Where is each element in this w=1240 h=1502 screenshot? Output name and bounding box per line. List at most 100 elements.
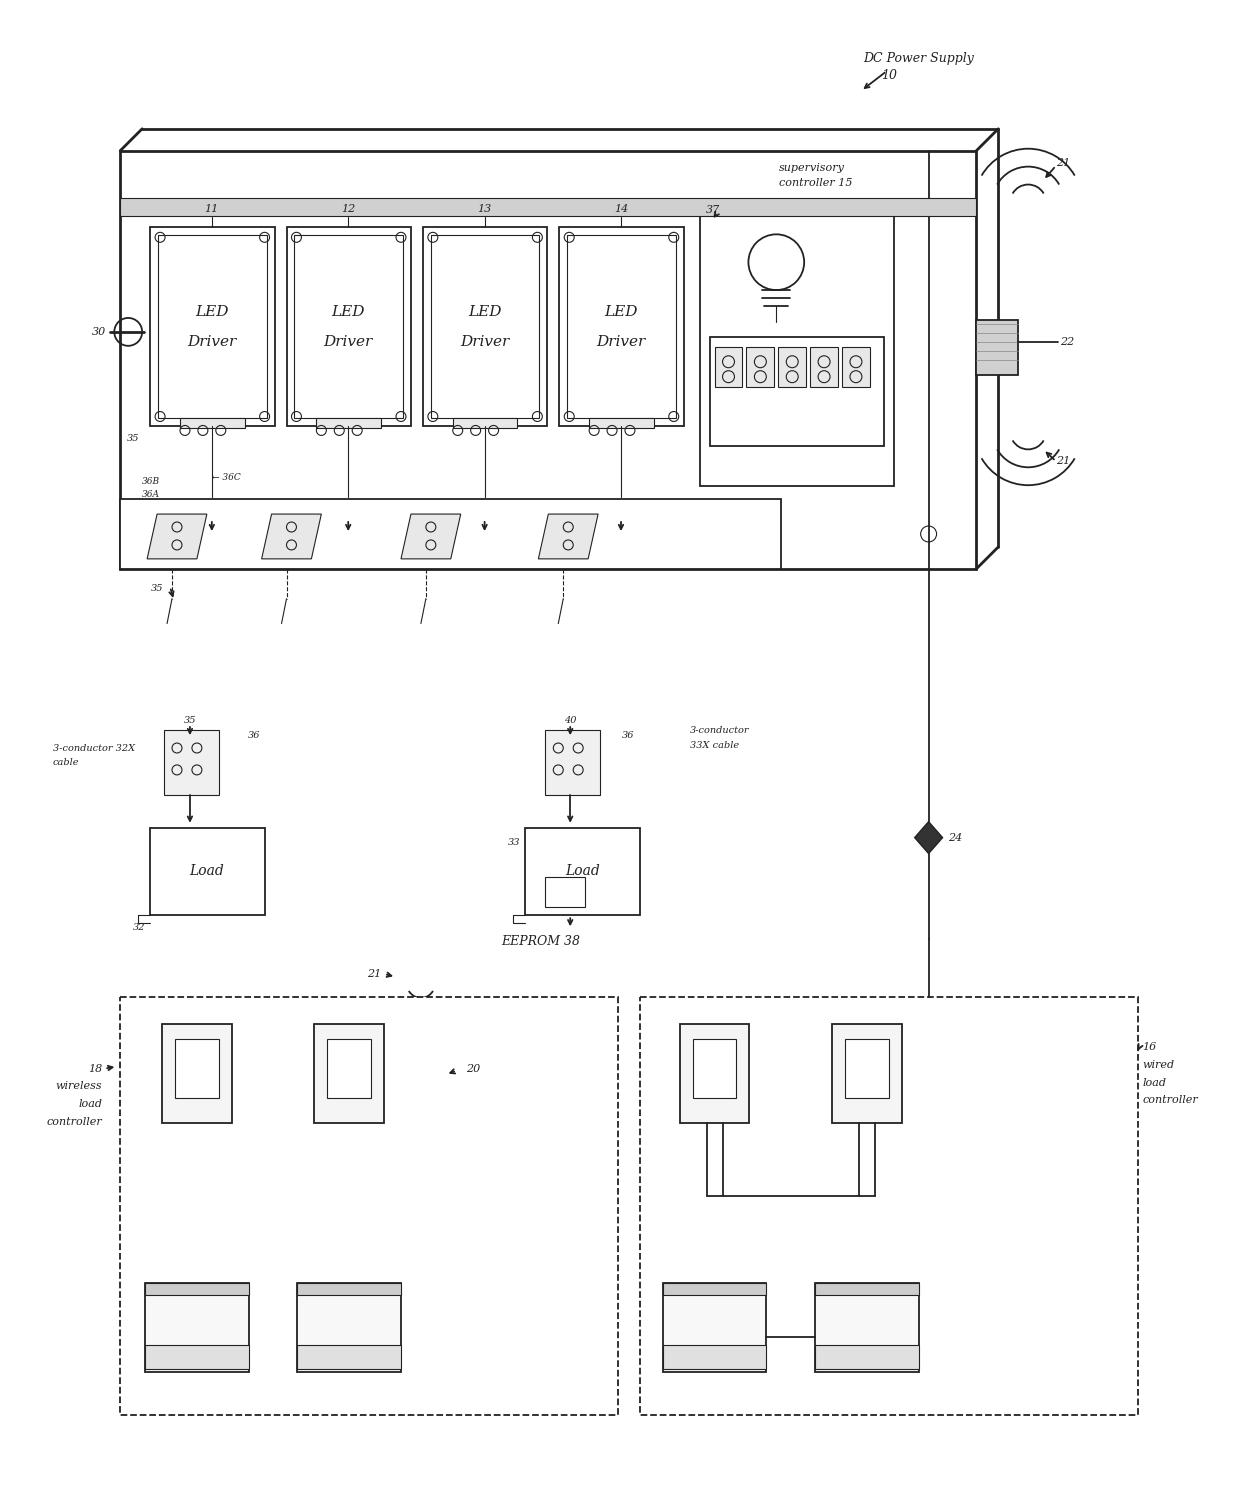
Text: 30: 30 (92, 327, 107, 336)
Bar (546, 877, 585, 907)
Bar (589, 419, 653, 428)
Bar (298, 1283, 401, 1295)
Text: LED: LED (195, 305, 228, 318)
Text: LED: LED (331, 305, 365, 318)
Bar (120, 198, 976, 216)
Bar (315, 1024, 384, 1123)
Bar (298, 1346, 401, 1370)
Bar (680, 1024, 749, 1123)
Bar (567, 236, 676, 419)
Bar (815, 1346, 919, 1370)
Bar (286, 227, 410, 427)
Text: Driver: Driver (324, 335, 373, 348)
Text: load: load (1142, 1077, 1167, 1087)
Bar (150, 227, 274, 427)
Bar (746, 347, 774, 386)
Text: ← 36C: ← 36C (212, 473, 241, 482)
Bar (526, 828, 640, 915)
Bar (175, 1039, 218, 1098)
Bar (120, 997, 618, 1415)
Bar (663, 1346, 766, 1370)
Text: 33: 33 (508, 838, 521, 847)
Bar (779, 347, 806, 386)
Bar (180, 419, 244, 428)
Text: DC Power Supply: DC Power Supply (863, 51, 975, 65)
Text: controller: controller (47, 1117, 103, 1128)
Bar (145, 1346, 249, 1370)
Bar (150, 828, 264, 915)
Bar (327, 1039, 371, 1098)
Bar (430, 236, 539, 419)
Bar (693, 1039, 737, 1098)
Text: Driver: Driver (460, 335, 510, 348)
Bar (559, 227, 683, 427)
Text: 33X cable: 33X cable (689, 740, 739, 749)
Bar (709, 336, 884, 446)
Polygon shape (148, 514, 207, 559)
Bar (640, 997, 1137, 1415)
Bar (298, 1283, 401, 1373)
Bar (810, 347, 838, 386)
Text: wireless: wireless (56, 1081, 103, 1092)
Text: LED: LED (467, 305, 501, 318)
Bar (842, 347, 870, 386)
Text: Driver: Driver (187, 335, 237, 348)
Text: 14: 14 (614, 204, 629, 215)
Text: Driver: Driver (596, 335, 646, 348)
Bar (663, 1283, 766, 1295)
Bar (815, 1283, 919, 1295)
Text: 35: 35 (126, 434, 139, 443)
Text: LED: LED (604, 305, 637, 318)
Text: 36: 36 (248, 730, 260, 739)
Bar (316, 419, 381, 428)
Bar (663, 1283, 766, 1373)
Text: 21: 21 (367, 969, 381, 979)
Text: 12: 12 (341, 204, 356, 215)
Text: 10: 10 (880, 69, 897, 81)
Bar (145, 1283, 249, 1295)
Text: 40: 40 (564, 715, 577, 724)
Polygon shape (262, 514, 321, 559)
Text: 3-conductor 32X: 3-conductor 32X (52, 743, 135, 753)
Text: 37: 37 (706, 206, 720, 215)
Text: supervisory: supervisory (779, 162, 846, 173)
Text: 21: 21 (1056, 158, 1070, 168)
Text: cable: cable (52, 759, 79, 768)
Text: 24: 24 (949, 832, 962, 843)
Bar (699, 207, 894, 487)
Bar (976, 320, 1018, 374)
Bar (714, 347, 743, 386)
Text: 13: 13 (477, 204, 492, 215)
Polygon shape (538, 514, 598, 559)
Polygon shape (401, 514, 461, 559)
Bar (162, 1024, 232, 1123)
Text: 11: 11 (205, 204, 219, 215)
Text: controller 15: controller 15 (779, 177, 853, 188)
Text: controller: controller (1142, 1095, 1198, 1105)
Text: Load: Load (564, 865, 600, 879)
Bar (832, 1024, 901, 1123)
Bar (164, 730, 218, 795)
Bar (423, 227, 547, 427)
Bar (294, 236, 403, 419)
Text: 3-conductor: 3-conductor (689, 725, 749, 734)
Text: 36B: 36B (143, 476, 160, 485)
Text: 32: 32 (133, 922, 145, 931)
Text: Load: Load (190, 865, 224, 879)
Text: 35: 35 (151, 584, 164, 593)
Bar (157, 236, 267, 419)
Bar (120, 499, 781, 569)
Text: 20: 20 (466, 1063, 480, 1074)
Text: load: load (78, 1099, 103, 1110)
Text: wired: wired (1142, 1059, 1174, 1069)
Bar (844, 1039, 889, 1098)
Text: 18: 18 (88, 1063, 103, 1074)
Polygon shape (915, 822, 942, 853)
Text: 16: 16 (1142, 1042, 1157, 1051)
Bar (453, 419, 517, 428)
Text: 35: 35 (184, 715, 196, 724)
Bar (145, 1283, 249, 1373)
Text: 21: 21 (1056, 457, 1070, 466)
Text: EEPROM 38: EEPROM 38 (501, 934, 580, 948)
Text: 22: 22 (1060, 336, 1074, 347)
